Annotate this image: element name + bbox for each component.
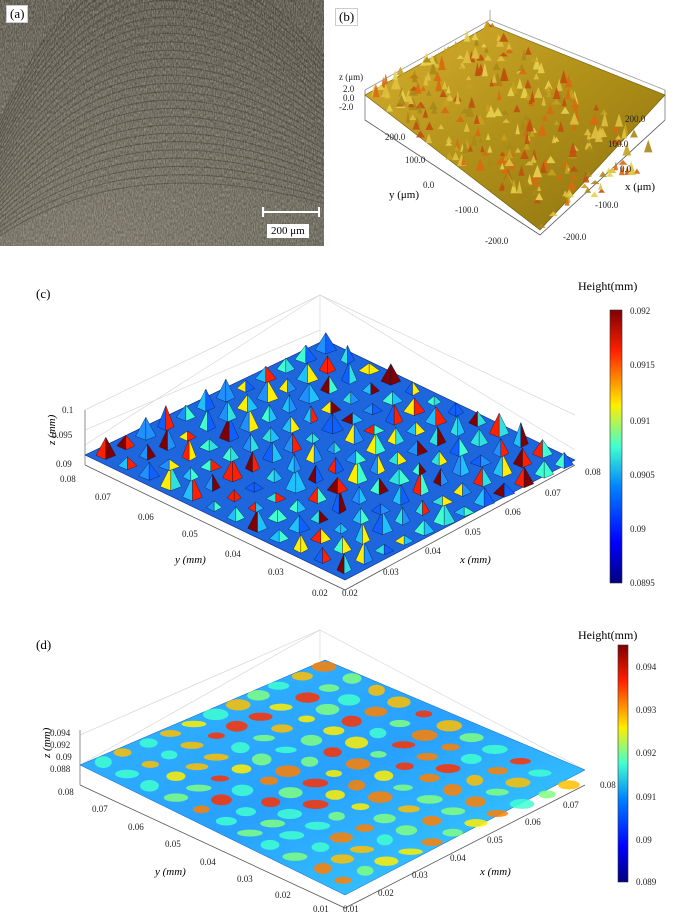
svg-text:0.06: 0.06 — [138, 512, 154, 522]
svg-text:0.092: 0.092 — [636, 748, 656, 758]
b-x-tick: 100.0 — [608, 139, 629, 149]
svg-text:0.06: 0.06 — [505, 507, 521, 517]
svg-text:0.02: 0.02 — [342, 588, 358, 598]
d-z-tick: 0.092 — [50, 740, 70, 750]
svg-text:0.092: 0.092 — [630, 306, 650, 316]
b-y-tick: -200.0 — [485, 236, 509, 246]
svg-text:0.09: 0.09 — [636, 835, 652, 845]
c-z-label: z (mm) — [46, 414, 58, 446]
d-z-tick: 0.094 — [50, 728, 71, 738]
svg-text:0.05: 0.05 — [182, 529, 198, 539]
svg-text:0.02: 0.02 — [312, 588, 328, 598]
b-x-tick: 0.0 — [620, 164, 632, 174]
svg-text:0.091: 0.091 — [630, 416, 650, 426]
b-z-label: z (μm) — [339, 72, 363, 82]
scale-bar-right-tick — [318, 207, 320, 217]
d-y-label: y (mm) — [154, 866, 186, 878]
svg-text:0.094: 0.094 — [636, 662, 657, 672]
b-x-tick: 200.0 — [625, 114, 646, 124]
panel-b: (b) z (μm) 2.0 0.0 -2.0 200.0 100.0 0.0 … — [325, 0, 685, 250]
c-colorbar-ticks: 0.092 0.0915 0.091 0.0905 0.09 0.0895 — [630, 306, 655, 588]
panel-b-label: (b) — [335, 8, 359, 26]
svg-text:0.093: 0.093 — [636, 705, 657, 715]
scale-bar-left-tick — [262, 207, 264, 217]
c-y-ticks: 0.08 0.07 0.06 0.05 0.04 0.03 0.02 — [60, 474, 328, 598]
d-z-tick: 0.09 — [56, 752, 72, 762]
c-z-tick: 0.09 — [56, 459, 72, 469]
d-x-ticks: 0.01 0.02 0.03 0.04 0.05 0.06 0.07 0.08 — [343, 780, 616, 914]
svg-text:0.06: 0.06 — [525, 817, 541, 827]
svg-text:0.08: 0.08 — [585, 467, 601, 477]
c-colorbar — [609, 309, 623, 584]
svg-text:0.01: 0.01 — [343, 904, 359, 914]
panel-c: (c) 0.1 0.095 0.09 — [0, 270, 685, 610]
micrograph-image — [0, 0, 324, 246]
svg-text:0.09: 0.09 — [630, 524, 646, 534]
svg-text:0.05: 0.05 — [487, 835, 503, 845]
svg-text:0.03: 0.03 — [268, 567, 284, 577]
svg-text:0.0895: 0.0895 — [630, 578, 655, 588]
d-colorbar-title: Height(mm) — [578, 628, 637, 642]
c-x-ticks: 0.02 0.03 0.04 0.05 0.06 0.07 0.08 — [342, 467, 601, 598]
svg-text:0.02: 0.02 — [275, 890, 291, 900]
surface-d — [79, 659, 586, 896]
d-z-label: z (mm) — [41, 727, 53, 759]
panel-d: (d) 0.094 — [0, 625, 685, 914]
svg-text:0.03: 0.03 — [383, 567, 399, 577]
c-colorbar-title: Height(mm) — [578, 279, 637, 293]
b-z-tick: 0.0 — [343, 93, 355, 103]
svg-text:0.0915: 0.0915 — [630, 360, 655, 370]
scale-bar — [262, 211, 320, 213]
d-x-label: x (mm) — [479, 866, 511, 878]
d-y-ticks: 0.08 0.07 0.06 0.05 0.04 0.03 0.02 0.01 — [58, 787, 329, 914]
svg-text:0.08: 0.08 — [600, 780, 616, 790]
svg-text:0.04: 0.04 — [200, 857, 216, 867]
svg-text:0.01: 0.01 — [313, 904, 329, 914]
svg-text:0.07: 0.07 — [92, 804, 108, 814]
panel-c-plot: 0.1 0.095 0.09 z (mm) 0.08 0.07 0.06 0.0… — [46, 279, 655, 598]
b-y-tick: 200.0 — [385, 132, 406, 142]
svg-text:0.0905: 0.0905 — [630, 470, 655, 480]
svg-text:0.03: 0.03 — [412, 870, 428, 880]
svg-text:0.08: 0.08 — [60, 474, 76, 484]
b-y-tick: 100.0 — [405, 155, 426, 165]
b-y-label: y (μm) — [389, 189, 419, 201]
b-x-label: x (μm) — [625, 181, 655, 193]
d-colorbar — [617, 644, 629, 883]
svg-text:0.089: 0.089 — [636, 877, 657, 887]
c-z-tick: 0.095 — [52, 430, 73, 440]
svg-text:0.04: 0.04 — [425, 546, 441, 556]
panel-c-label: (c) — [36, 286, 51, 301]
c-x-label: x (mm) — [459, 554, 491, 566]
d-z-tick: 0.088 — [50, 764, 71, 774]
b-z-tick: 2.0 — [343, 84, 355, 94]
svg-text:0.05: 0.05 — [165, 839, 181, 849]
b-y-tick: -100.0 — [455, 205, 479, 215]
b-y-tick: 0.0 — [423, 180, 435, 190]
svg-text:0.07: 0.07 — [545, 488, 561, 498]
scale-bar-label: 200 μm — [267, 224, 309, 238]
d-colorbar-ticks: 0.094 0.093 0.092 0.091 0.09 0.089 — [636, 662, 657, 887]
c-z-tick: 0.1 — [62, 405, 73, 415]
panel-a-label: (a) — [6, 5, 29, 23]
svg-text:0.06: 0.06 — [128, 822, 144, 832]
svg-text:0.04: 0.04 — [225, 549, 241, 559]
svg-text:0.03: 0.03 — [237, 874, 253, 884]
panel-d-plot: 0.094 0.092 0.09 0.088 z (mm) 0.08 0.07 … — [41, 628, 657, 914]
svg-text:0.08: 0.08 — [58, 787, 74, 797]
panel-d-label: (d) — [36, 637, 52, 652]
svg-text:0.05: 0.05 — [465, 527, 481, 537]
svg-text:0.07: 0.07 — [95, 492, 111, 502]
svg-text:0.091: 0.091 — [636, 792, 656, 802]
c-y-label: y (mm) — [174, 554, 206, 566]
b-x-tick: -200.0 — [563, 232, 587, 242]
svg-text:0.07: 0.07 — [563, 800, 579, 810]
panel-b-plot: z (μm) 2.0 0.0 -2.0 200.0 100.0 0.0 -100… — [339, 10, 666, 246]
panel-a: (a) 200 μm — [0, 0, 324, 246]
svg-text:0.02: 0.02 — [378, 888, 394, 898]
svg-text:0.04: 0.04 — [450, 853, 466, 863]
b-z-tick: -2.0 — [339, 102, 354, 112]
b-x-tick: -100.0 — [595, 200, 619, 210]
